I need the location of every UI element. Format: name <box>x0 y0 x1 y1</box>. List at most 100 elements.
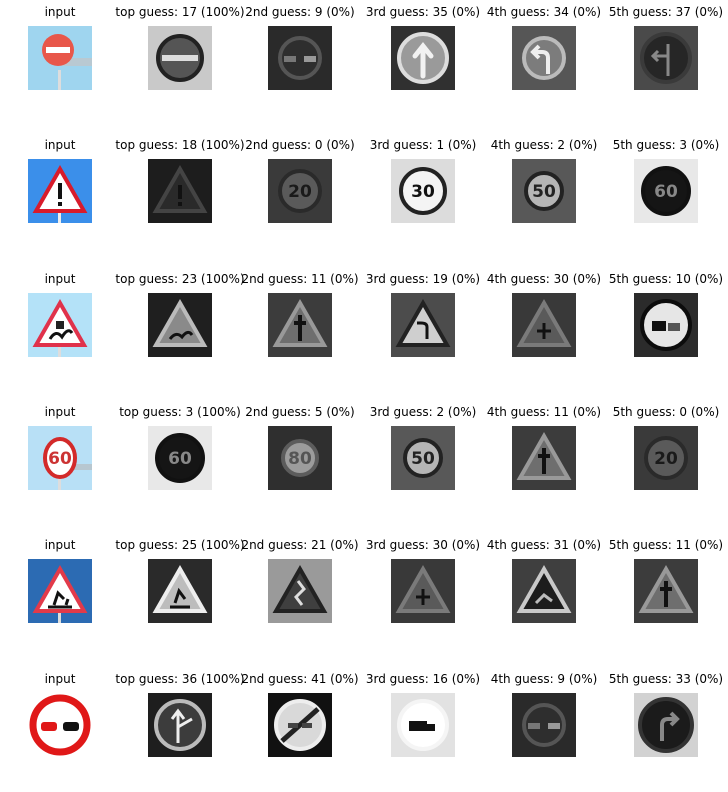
guess-panel: 5th guess: 10 (0%) <box>606 272 726 392</box>
guess-panel: 3rd guess: 30 (0%) <box>363 538 483 658</box>
guess-title: 5th guess: 10 (0%) <box>608 272 724 286</box>
input-panel: input 60 <box>0 405 120 525</box>
input-panel: input <box>0 272 120 392</box>
turn-right-ahead-sign-gray-icon <box>634 693 698 757</box>
guess-title: top guess: 17 (100%) <box>115 5 245 19</box>
guess-panel: 3rd guess: 35 (0%) <box>363 5 483 125</box>
svg-text:80: 80 <box>288 449 312 469</box>
guess-panel: 2nd guess: 11 (0%) <box>240 272 360 392</box>
guess-panel: 2nd guess: 21 (0%) <box>240 538 360 658</box>
input-panel: input <box>0 672 120 792</box>
beware-ice-snow-sign-gray-icon <box>512 293 576 357</box>
input-title: input <box>44 272 76 286</box>
double-curve-sign-gray-icon <box>268 559 332 623</box>
guess-panel: 5th guess: 0 (0%) 20 <box>606 405 726 525</box>
trucks-prohibited-sign-gray-icon <box>391 693 455 757</box>
svg-text:20: 20 <box>654 449 678 469</box>
svg-text:60: 60 <box>168 449 192 469</box>
guess-title: top guess: 3 (100%) <box>119 405 241 419</box>
wild-animals-sign-gray-icon <box>512 559 576 623</box>
input-title: input <box>44 5 76 19</box>
guess-title: 4th guess: 2 (0%) <box>490 138 598 152</box>
guess-panel: 4th guess: 34 (0%) <box>484 5 604 125</box>
svg-text:30: 30 <box>411 182 435 202</box>
input-title: input <box>44 538 76 552</box>
guess-title: 4th guess: 11 (0%) <box>486 405 602 419</box>
end-of-no-passing-sign-gray-icon <box>268 693 332 757</box>
guess-title: 2nd guess: 5 (0%) <box>245 405 355 419</box>
input-panel: input <box>0 138 120 258</box>
no-entry-sign-gray-icon <box>148 26 212 90</box>
guess-title: 2nd guess: 0 (0%) <box>245 138 355 152</box>
right-of-way-sign-gray-icon <box>512 426 576 490</box>
guess-title: 2nd guess: 21 (0%) <box>241 538 359 552</box>
guess-title: 5th guess: 0 (0%) <box>612 405 720 419</box>
guess-title: 2nd guess: 41 (0%) <box>241 672 359 686</box>
guess-title: 3rd guess: 19 (0%) <box>365 272 481 286</box>
guess-title: 4th guess: 30 (0%) <box>486 272 602 286</box>
guess-title: 5th guess: 33 (0%) <box>608 672 724 686</box>
right-of-way-sign-gray-icon <box>268 293 332 357</box>
input-no-entry-sign-icon <box>28 26 92 90</box>
guess-panel: 4th guess: 11 (0%) <box>484 405 604 525</box>
guess-panel: top guess: 25 (100%) <box>115 538 245 658</box>
no-passing-trucks-sign-gray-icon <box>634 293 698 357</box>
guess-panel: 4th guess: 9 (0%) <box>484 672 604 792</box>
speed-limit-20-sign-gray-icon: 20 <box>634 426 698 490</box>
guess-title: 5th guess: 37 (0%) <box>608 5 724 19</box>
input-slippery-road-sign-icon <box>28 293 92 357</box>
speed-limit-60-sign-gray-icon: 60 <box>148 426 212 490</box>
speed-limit-30-sign-gray-icon: 30 <box>391 159 455 223</box>
go-straight-or-left-sign-gray-icon <box>634 26 698 90</box>
guess-title: 4th guess: 31 (0%) <box>486 538 602 552</box>
dangerous-curve-left-sign-gray-icon <box>391 293 455 357</box>
go-straight-or-right-sign-gray-icon <box>148 693 212 757</box>
input-speed-limit-60-sign-icon: 60 <box>28 426 92 490</box>
guess-panel: 4th guess: 2 (0%) 50 <box>484 138 604 258</box>
guess-panel: 4th guess: 30 (0%) <box>484 272 604 392</box>
guess-panel: 3rd guess: 2 (0%) 50 <box>363 405 483 525</box>
svg-text:20: 20 <box>288 182 312 202</box>
input-no-passing-sign-icon <box>28 693 92 757</box>
guess-title: top guess: 23 (100%) <box>115 272 245 286</box>
input-panel: input <box>0 538 120 658</box>
guess-title: 5th guess: 3 (0%) <box>612 138 720 152</box>
svg-text:60: 60 <box>48 449 72 469</box>
svg-text:50: 50 <box>411 449 435 469</box>
guess-panel: 3rd guess: 16 (0%) <box>363 672 483 792</box>
ahead-only-sign-gray-icon <box>391 26 455 90</box>
input-title: input <box>44 405 76 419</box>
input-title: input <box>44 138 76 152</box>
guess-panel: 5th guess: 33 (0%) <box>606 672 726 792</box>
guess-panel: 2nd guess: 41 (0%) <box>240 672 360 792</box>
guess-panel: 5th guess: 37 (0%) <box>606 5 726 125</box>
input-road-work-sign-icon <box>28 559 92 623</box>
guess-title: 4th guess: 9 (0%) <box>490 672 598 686</box>
no-passing-sign-gray-icon <box>512 693 576 757</box>
speed-limit-20-sign-gray-icon: 20 <box>268 159 332 223</box>
guess-panel: top guess: 17 (100%) <box>115 5 245 125</box>
guess-title: 3rd guess: 30 (0%) <box>365 538 481 552</box>
guess-title: 3rd guess: 16 (0%) <box>365 672 481 686</box>
guess-title: 3rd guess: 35 (0%) <box>365 5 481 19</box>
input-title: input <box>44 672 76 686</box>
guess-title: 3rd guess: 2 (0%) <box>369 405 477 419</box>
turn-left-ahead-sign-gray-icon <box>512 26 576 90</box>
guess-panel: top guess: 3 (100%) 60 <box>119 405 241 525</box>
guess-panel: 3rd guess: 1 (0%) 30 <box>363 138 483 258</box>
guess-title: 5th guess: 11 (0%) <box>608 538 724 552</box>
guess-panel: top guess: 36 (100%) <box>115 672 245 792</box>
speed-limit-50-sign-gray-icon: 50 <box>391 426 455 490</box>
guess-panel: 3rd guess: 19 (0%) <box>363 272 483 392</box>
guess-title: 2nd guess: 9 (0%) <box>245 5 355 19</box>
speed-limit-80-sign-gray-icon: 80 <box>268 426 332 490</box>
slippery-road-sign-gray-icon <box>148 293 212 357</box>
input-general-caution-sign-icon <box>28 159 92 223</box>
guess-title: top guess: 36 (100%) <box>115 672 245 686</box>
beware-ice-snow-sign-gray-icon <box>391 559 455 623</box>
guess-panel: 2nd guess: 9 (0%) <box>240 5 360 125</box>
guess-title: 3rd guess: 1 (0%) <box>369 138 477 152</box>
general-caution-sign-gray-icon <box>148 159 212 223</box>
guess-panel: 5th guess: 3 (0%) 60 <box>606 138 726 258</box>
guess-title: top guess: 25 (100%) <box>115 538 245 552</box>
